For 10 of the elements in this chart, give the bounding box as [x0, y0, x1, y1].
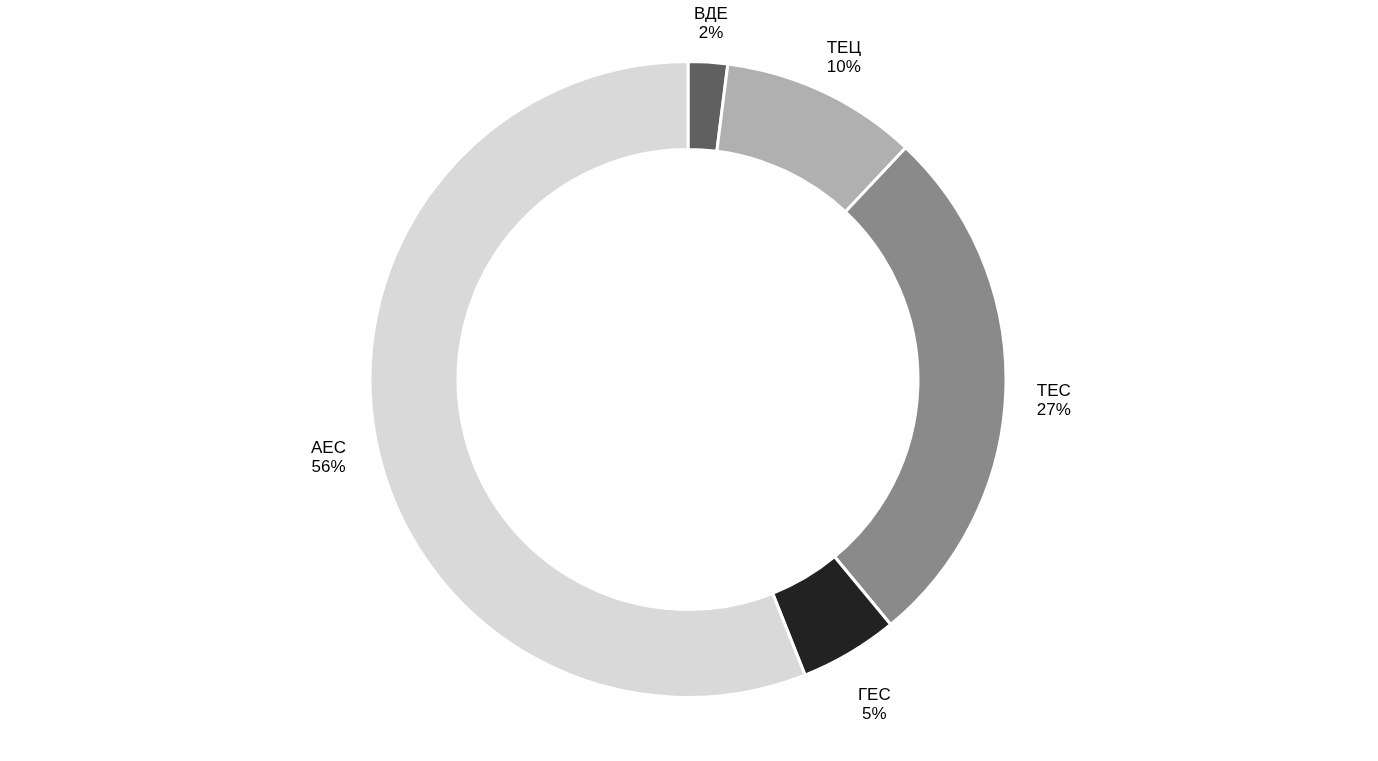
data-label: 56%	[311, 457, 346, 477]
data-label: 5%	[862, 703, 887, 723]
slice-label: ТЕС	[1036, 381, 1071, 400]
slice-label: АЕС	[311, 438, 346, 458]
data-label: 2%	[698, 23, 724, 43]
slice-label: ГЕС	[857, 684, 891, 704]
slice-label: ТЕЦ	[826, 38, 862, 58]
data-label: 10%	[826, 57, 861, 77]
data-label: 27%	[1036, 400, 1071, 419]
slice-label: ВДЕ	[694, 4, 728, 24]
